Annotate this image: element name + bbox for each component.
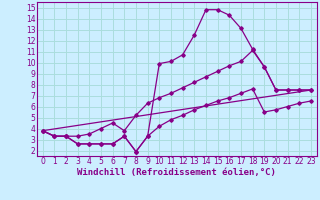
X-axis label: Windchill (Refroidissement éolien,°C): Windchill (Refroidissement éolien,°C) xyxy=(77,168,276,177)
